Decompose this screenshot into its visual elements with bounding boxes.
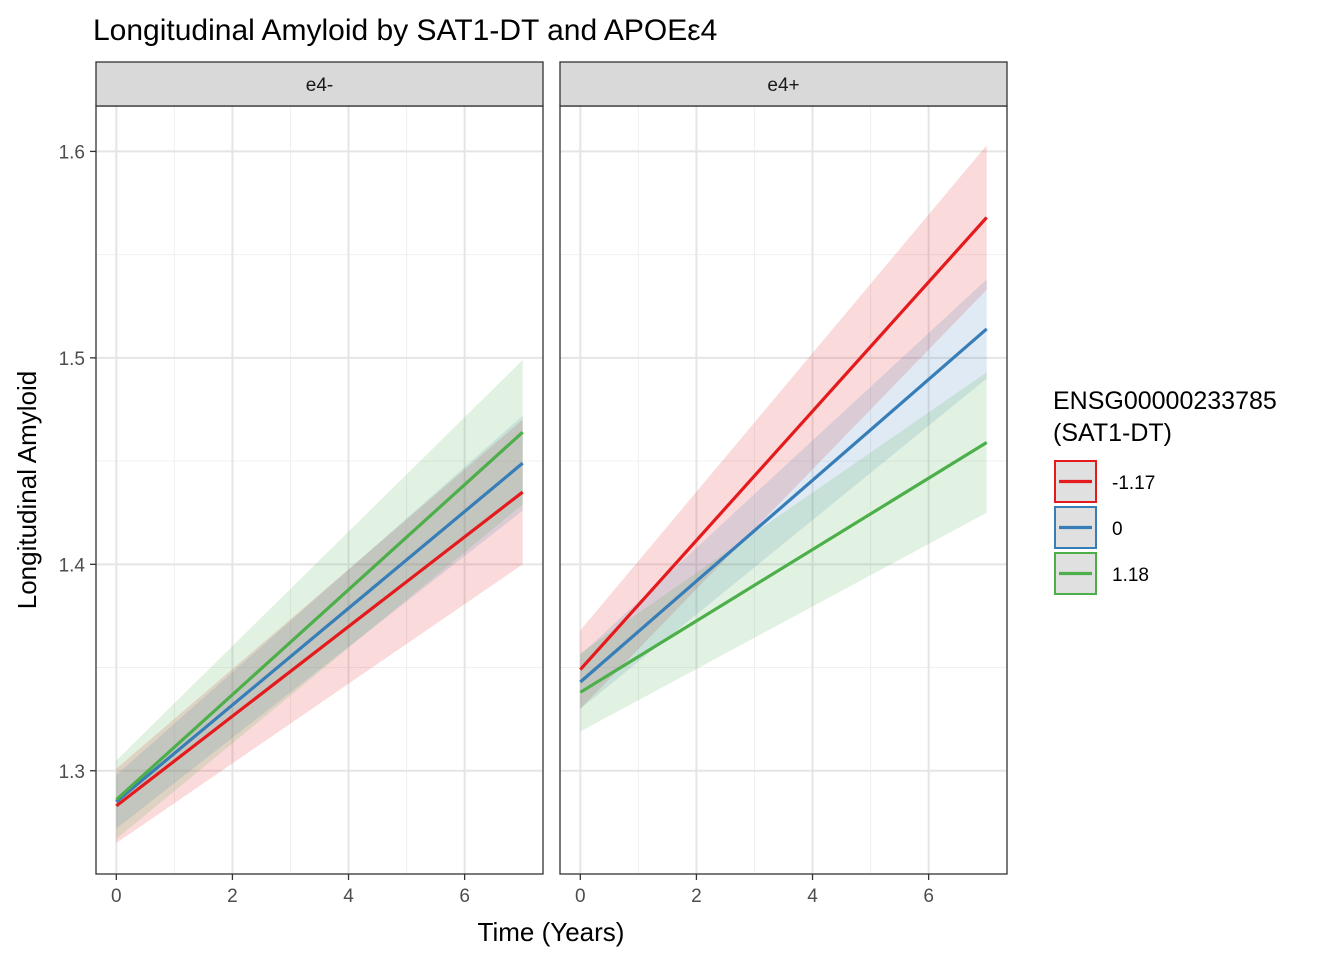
y-axis: 1.3 1.4 1.5 1.6 xyxy=(59,142,96,783)
x-tick-label: 0 xyxy=(111,886,122,907)
legend: ENSG00000233785 (SAT1-DT) -1.17 0 1.18 xyxy=(1053,387,1277,595)
y-tick-label: 1.6 xyxy=(59,142,85,163)
line-series-2 xyxy=(115,431,524,801)
facet-strip-label: e4- xyxy=(306,75,333,96)
facet-strip xyxy=(95,61,544,107)
legend-label-1: 0 xyxy=(1112,519,1123,540)
x-tick-label: 2 xyxy=(227,886,238,907)
legend-label-2: 1.18 xyxy=(1112,565,1149,586)
panels-group: e4- 0 2 4 6 e4+ 0 2 4 6 1.3 1.4 1.5 1.6 xyxy=(59,61,1008,907)
facet-panel-0: e4- 0 2 4 6 xyxy=(95,61,544,907)
panel-background xyxy=(96,106,543,874)
y-axis-title: Longitudinal Amyloid xyxy=(12,371,42,610)
legend-label-0: -1.17 xyxy=(1112,473,1155,494)
x-tick-label: 0 xyxy=(575,886,586,907)
ribbon-series-1 xyxy=(116,415,523,829)
legend-title-line2: (SAT1-DT) xyxy=(1053,419,1172,447)
ribbon-series-0 xyxy=(580,145,987,709)
legend-title-line1: ENSG00000233785 xyxy=(1053,387,1277,415)
line-series-2 xyxy=(579,441,988,694)
line-series-0 xyxy=(579,216,988,671)
x-tick-label: 2 xyxy=(691,886,702,907)
x-tick-label: 6 xyxy=(923,886,934,907)
line-series-1 xyxy=(579,327,988,684)
facet-strip-label: e4+ xyxy=(767,75,799,96)
facet-panel-1: e4+ 0 2 4 6 xyxy=(559,61,1008,907)
line-series-0 xyxy=(115,490,524,808)
line-series-1 xyxy=(115,461,524,803)
chart-title: Longitudinal Amyloid by SAT1-DT and APOE… xyxy=(93,14,717,47)
x-tick-label: 4 xyxy=(807,886,818,907)
ribbon-series-2 xyxy=(580,372,987,732)
y-tick-label: 1.3 xyxy=(59,762,85,783)
panel-background xyxy=(560,106,1007,874)
y-tick-label: 1.5 xyxy=(59,349,85,370)
x-axis-title: Time (Years) xyxy=(478,917,625,947)
ribbon-series-1 xyxy=(580,279,987,709)
x-tick-label: 4 xyxy=(343,886,354,907)
facet-strip xyxy=(559,61,1008,107)
x-tick-label: 6 xyxy=(459,886,470,907)
y-tick-label: 1.4 xyxy=(59,555,86,576)
